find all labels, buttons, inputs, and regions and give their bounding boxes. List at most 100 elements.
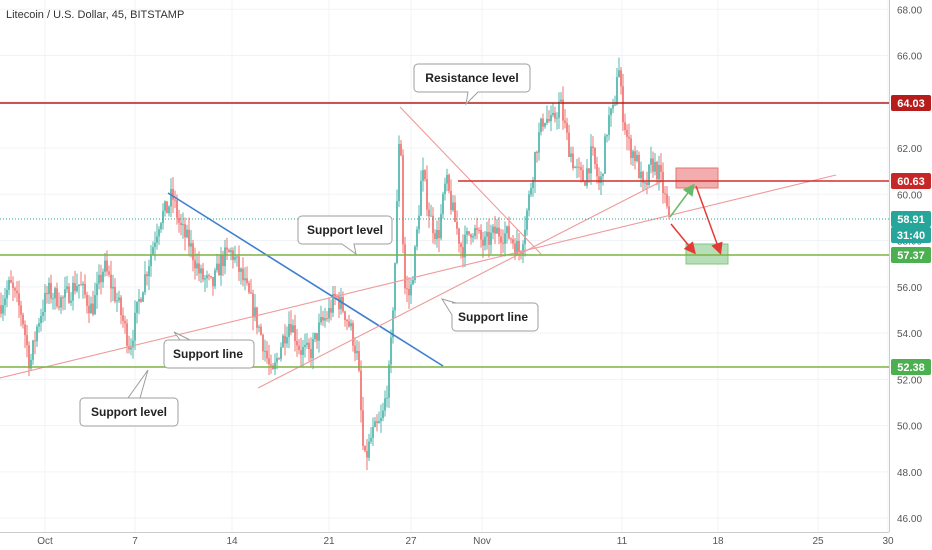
price-label: 58.91: [897, 214, 925, 226]
time-axis[interactable]: Oct 7 14 21 27 Nov 11 18 25 30: [37, 536, 894, 547]
candle-body: [626, 130, 628, 137]
candle-body: [652, 158, 654, 172]
candle-body: [504, 233, 506, 244]
blue-trendline: [167, 192, 444, 367]
candle-body: [254, 307, 256, 318]
x-tick-label: 11: [617, 536, 628, 547]
candle-body: [238, 256, 240, 272]
candle-body: [56, 288, 58, 307]
candle-body: [120, 297, 122, 316]
candle-body: [542, 118, 544, 127]
x-tick-label: Oct: [37, 536, 53, 547]
candle-body: [344, 311, 346, 321]
candle-body: [604, 136, 606, 174]
price-label: 60.63: [897, 176, 925, 188]
candle-body: [664, 193, 666, 195]
candle-body: [500, 236, 502, 243]
candle-body: [242, 268, 244, 281]
candle-body: [544, 123, 546, 127]
candle-body: [494, 226, 496, 234]
candle-body: [638, 154, 640, 179]
y-tick-label: 46.00: [897, 514, 922, 525]
candle-body: [256, 307, 258, 328]
candle-body: [82, 283, 84, 286]
candle-body: [42, 312, 44, 316]
candle-body: [226, 247, 228, 250]
candle-body: [380, 418, 382, 422]
candle-body: [240, 268, 242, 272]
price-axis[interactable]: 68.0066.0064.0062.0060.0058.0056.0054.00…: [897, 5, 922, 525]
candle-body: [532, 179, 534, 189]
candle-body: [596, 164, 598, 177]
callout-text: Support level: [91, 405, 167, 419]
chart-title: Litecoin / U.S. Dollar, 45, BITSTAMP: [6, 9, 184, 21]
candle-body: [478, 229, 480, 231]
y-tick-label: 50.00: [897, 422, 922, 433]
candle-body: [220, 255, 222, 276]
candle-body: [94, 295, 96, 315]
candle-body: [208, 275, 210, 277]
candle-body: [388, 364, 390, 398]
candle-body: [556, 117, 558, 119]
candle-body: [498, 227, 500, 237]
candle-body: [102, 271, 104, 283]
candle-body: [502, 242, 504, 244]
candle-body: [228, 249, 230, 253]
candle-body: [566, 122, 568, 133]
candle-body: [248, 282, 250, 293]
candle-body: [316, 333, 318, 341]
candle-body: [196, 263, 198, 269]
candle-body: [28, 345, 30, 369]
candle-body: [26, 335, 28, 346]
candle-body: [410, 284, 412, 296]
candle-body: [204, 278, 206, 280]
candle-body: [454, 202, 456, 222]
candle-body: [336, 296, 338, 298]
grid: [0, 0, 889, 532]
candle-body: [38, 323, 40, 327]
candle-body: [402, 155, 404, 245]
candle-body: [480, 229, 482, 240]
candle-body: [492, 226, 494, 233]
candle-body: [174, 199, 176, 201]
callout-text: Support line: [173, 347, 243, 361]
candle-body: [182, 224, 184, 226]
candle-body: [194, 260, 196, 269]
candle-body: [642, 171, 644, 183]
candle-body: [390, 337, 392, 365]
candle-body: [330, 308, 332, 313]
price-label-box: [891, 227, 931, 243]
price-label: 52.38: [897, 362, 925, 374]
candle-body: [58, 306, 60, 308]
candle-body: [54, 288, 56, 299]
candle-body: [338, 296, 340, 310]
candle-body: [322, 317, 324, 321]
candle-body: [620, 70, 622, 87]
candle-body: [8, 279, 10, 290]
candle-body: [314, 333, 316, 339]
candle-body: [40, 315, 42, 324]
candle-body: [450, 190, 452, 211]
candle-body: [280, 347, 282, 359]
candle-body: [400, 143, 402, 156]
price-label: 57.37: [897, 250, 925, 262]
candle-body: [128, 345, 130, 350]
callout-text: Support line: [458, 310, 528, 324]
candle-body: [114, 287, 116, 302]
candle-body: [198, 263, 200, 274]
candle-body: [36, 326, 38, 342]
candle-body: [262, 334, 264, 352]
candle-body: [290, 324, 292, 333]
price-label-box: [891, 247, 931, 263]
candle-body: [84, 283, 86, 295]
candle-body: [146, 274, 148, 277]
candle-body: [666, 194, 668, 207]
candle-body: [264, 350, 266, 352]
candle-body: [64, 289, 66, 298]
x-tick-label: Nov: [473, 536, 491, 547]
candle-body: [192, 243, 194, 261]
candle-body: [440, 214, 442, 239]
candle-body: [230, 250, 232, 253]
candle-body: [126, 323, 128, 346]
